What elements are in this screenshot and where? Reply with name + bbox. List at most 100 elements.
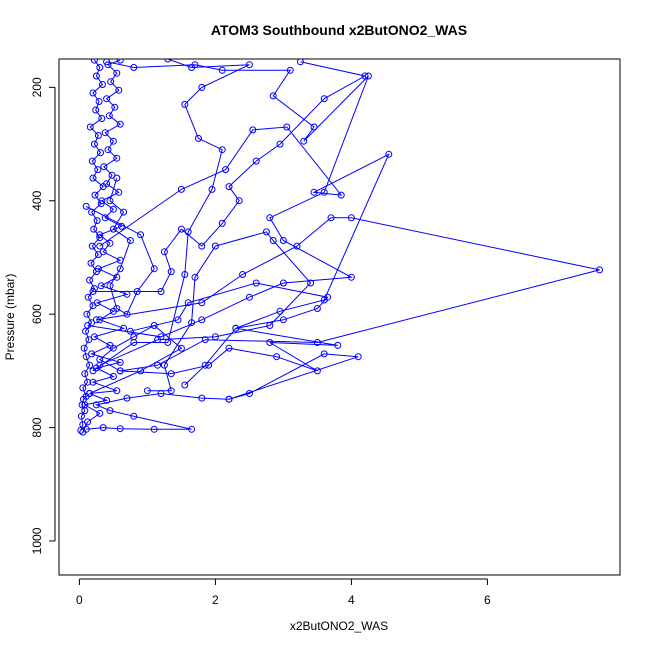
data-point bbox=[109, 205, 117, 213]
data-point bbox=[157, 288, 165, 295]
data-point bbox=[92, 316, 100, 324]
series-4 bbox=[86, 279, 342, 397]
data-point bbox=[99, 424, 107, 432]
data-point bbox=[85, 336, 93, 344]
data-point bbox=[111, 103, 119, 111]
data-point bbox=[198, 299, 206, 307]
data-point bbox=[116, 120, 124, 128]
data-point bbox=[225, 344, 233, 352]
data-point bbox=[94, 265, 102, 273]
data-point bbox=[103, 59, 111, 66]
x-tick-label: 2 bbox=[212, 593, 219, 607]
data-point bbox=[99, 81, 106, 88]
data-point bbox=[84, 293, 92, 301]
data-point bbox=[98, 115, 106, 122]
data-point bbox=[279, 316, 287, 324]
data-point bbox=[100, 163, 108, 171]
data-point bbox=[133, 288, 141, 295]
data-point bbox=[92, 72, 100, 80]
data-point bbox=[116, 358, 124, 366]
data-point bbox=[154, 361, 162, 369]
data-point bbox=[120, 208, 128, 216]
data-point bbox=[184, 299, 192, 307]
data-point bbox=[96, 409, 104, 417]
plot-frame bbox=[58, 58, 621, 576]
data-point bbox=[198, 242, 206, 250]
series-11 bbox=[82, 174, 158, 318]
series-line bbox=[87, 61, 369, 338]
y-tick-label: 200 bbox=[30, 77, 44, 97]
data-point bbox=[286, 66, 294, 74]
data-point bbox=[361, 72, 369, 80]
data-point bbox=[313, 305, 321, 312]
data-point bbox=[283, 123, 291, 131]
data-point bbox=[222, 166, 230, 174]
data-point bbox=[93, 217, 101, 225]
data-point bbox=[82, 202, 90, 210]
data-point bbox=[82, 353, 90, 361]
plot-data bbox=[77, 59, 604, 436]
data-point bbox=[82, 425, 90, 433]
data-point bbox=[86, 390, 94, 397]
data-point bbox=[113, 174, 121, 182]
data-point bbox=[130, 339, 138, 346]
series-line bbox=[80, 59, 104, 431]
data-point bbox=[79, 384, 87, 392]
data-point bbox=[191, 273, 199, 281]
data-point bbox=[201, 336, 209, 344]
data-point bbox=[198, 83, 206, 91]
series-line bbox=[96, 217, 600, 372]
data-point bbox=[103, 396, 111, 404]
data-point bbox=[96, 242, 104, 250]
data-point bbox=[174, 316, 182, 324]
y-axis-label: Pressure (mbar) bbox=[3, 274, 17, 361]
data-point bbox=[313, 367, 321, 375]
data-point bbox=[113, 305, 121, 312]
data-point bbox=[218, 146, 226, 154]
y-tick-label: 800 bbox=[30, 417, 44, 437]
data-point bbox=[327, 214, 335, 222]
data-point bbox=[347, 273, 355, 281]
data-point bbox=[84, 322, 92, 329]
data-point bbox=[88, 242, 96, 250]
data-point bbox=[160, 248, 168, 256]
data-point bbox=[123, 310, 131, 318]
data-point bbox=[99, 248, 107, 256]
data-point bbox=[87, 259, 95, 267]
data-point bbox=[109, 373, 117, 380]
data-point bbox=[313, 339, 321, 346]
data-point bbox=[84, 378, 92, 386]
data-point bbox=[115, 188, 123, 196]
data-point bbox=[269, 237, 277, 244]
x-tick-label: 0 bbox=[76, 593, 83, 607]
data-point bbox=[81, 401, 89, 409]
data-point bbox=[92, 106, 100, 114]
data-point bbox=[164, 59, 172, 63]
data-point bbox=[167, 268, 175, 276]
series-8 bbox=[92, 214, 604, 375]
data-point bbox=[89, 89, 97, 97]
series-line bbox=[82, 59, 129, 433]
series-line bbox=[92, 59, 250, 372]
data-point bbox=[130, 64, 138, 71]
data-point bbox=[334, 341, 342, 349]
data-point bbox=[103, 180, 111, 188]
series-line bbox=[99, 126, 390, 386]
data-point bbox=[276, 140, 284, 148]
data-point bbox=[279, 237, 287, 244]
data-point bbox=[252, 157, 260, 165]
data-point bbox=[211, 242, 219, 250]
data-point bbox=[105, 112, 113, 120]
series-line bbox=[89, 282, 338, 394]
data-point bbox=[89, 378, 97, 386]
data-point bbox=[98, 197, 106, 205]
data-point bbox=[137, 231, 145, 239]
data-point bbox=[93, 299, 101, 307]
data-point bbox=[123, 394, 131, 402]
data-point bbox=[293, 242, 301, 250]
series-line bbox=[93, 61, 367, 292]
data-point bbox=[167, 387, 175, 395]
data-point bbox=[96, 64, 104, 71]
data-point bbox=[95, 98, 103, 105]
data-point bbox=[109, 344, 117, 352]
